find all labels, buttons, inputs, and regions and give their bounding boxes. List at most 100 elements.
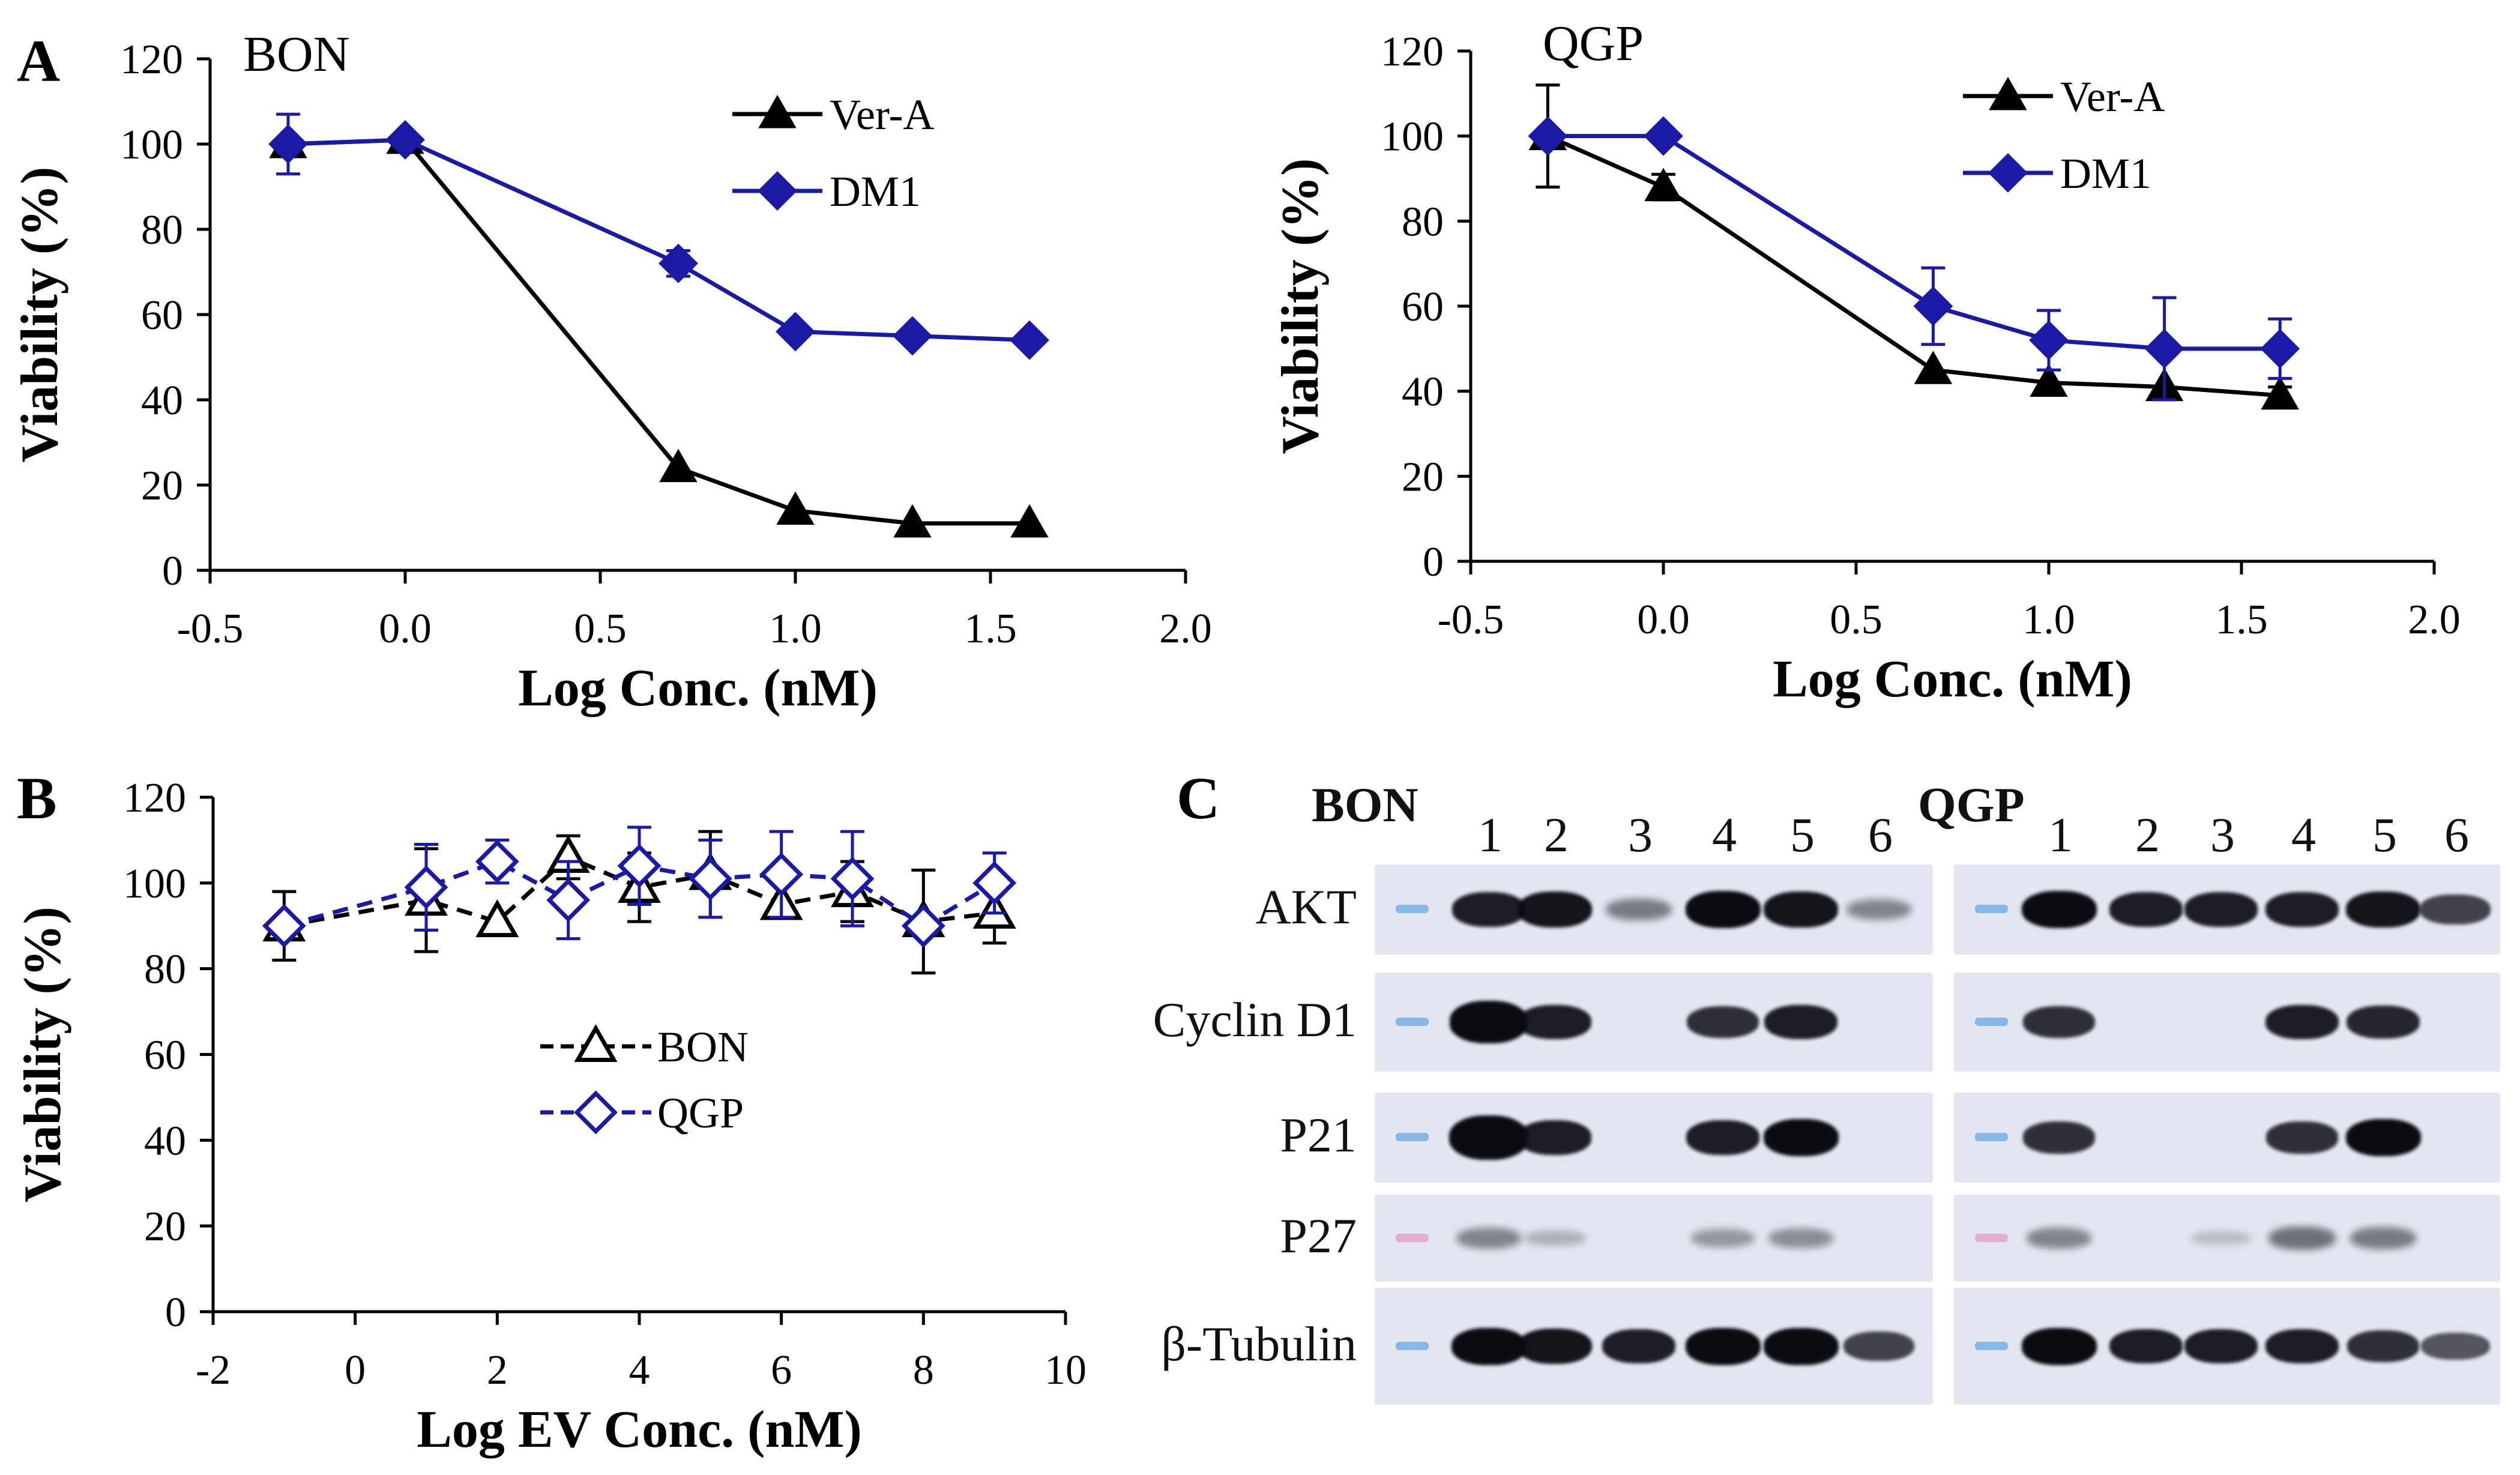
series-ver-a [1528, 83, 2299, 410]
cell-line-title: BON [1312, 777, 1418, 832]
x-tick-label: 0.5 [1830, 597, 1882, 643]
lane-number: 6 [1868, 807, 1893, 862]
protein-band [1524, 1230, 1586, 1246]
x-tick-label: -0.5 [1438, 597, 1504, 643]
x-tick-label: 0.0 [379, 606, 432, 652]
legend-label: DM1 [830, 167, 921, 216]
y-tick-label: 20 [141, 463, 183, 509]
y-tick-label: 80 [1402, 199, 1444, 245]
series-dm1 [268, 112, 1049, 360]
blot-strip [1375, 973, 1933, 1072]
protein-band [1768, 1228, 1833, 1248]
y-tick-label: 40 [1402, 369, 1444, 415]
y-tick-label: 0 [1423, 539, 1444, 585]
ladder-marker [1396, 1017, 1429, 1026]
x-axis-label: Log Conc. (nM) [1773, 650, 2132, 708]
blot-strip [1375, 864, 1933, 955]
legend-label: DM1 [2060, 149, 2151, 198]
protein-band [2109, 892, 2183, 927]
data-point [1644, 167, 1683, 202]
data-point [972, 861, 1017, 905]
protein-band [1687, 1006, 1759, 1039]
lane-number: 6 [2444, 807, 2469, 862]
data-point [688, 857, 732, 901]
protein-band [2345, 1119, 2421, 1156]
y-tick-label: 0 [162, 548, 183, 594]
legend-marker [574, 1090, 618, 1135]
ladder-marker [1396, 1341, 1429, 1350]
panel-letter-c: C [1177, 765, 1220, 831]
x-tick-label: 6 [771, 1347, 792, 1393]
y-tick-label: 60 [144, 1033, 186, 1079]
ladder-marker [1975, 1341, 2008, 1350]
y-tick-label: 120 [123, 775, 186, 821]
series-line [1546, 134, 2280, 398]
x-axis-label: Log EV Conc. (nM) [417, 1401, 862, 1459]
protein-band [1606, 898, 1672, 921]
ladder-marker [1396, 1233, 1429, 1242]
x-axis-label: Log Conc. (nM) [518, 659, 878, 717]
protein-band [2265, 892, 2339, 927]
x-tick-label: 2.0 [1159, 606, 1212, 652]
protein-band [2347, 1005, 2420, 1039]
x-tick-label: 1.0 [2022, 597, 2075, 643]
x-tick-label: -0.5 [177, 606, 244, 652]
y-tick-label: 120 [120, 37, 183, 83]
protein-band [1451, 1327, 1527, 1365]
blot-row-label: P27 [1280, 1208, 1357, 1263]
protein-band [2184, 1329, 2258, 1364]
blot-strip [1954, 1288, 2500, 1405]
protein-band [2021, 1327, 2097, 1365]
ladder-marker [1975, 1133, 2008, 1141]
data-point [901, 903, 945, 948]
y-tick-label: 100 [1381, 114, 1444, 160]
data-point [1010, 504, 1049, 538]
data-point [830, 857, 875, 901]
protein-band [1518, 1004, 1592, 1040]
lane-number: 3 [2210, 807, 2235, 862]
protein-band [1690, 1229, 1755, 1247]
protein-band [2350, 1227, 2416, 1249]
data-point [659, 448, 698, 483]
data-point [262, 903, 306, 948]
panel-letter-b: B [17, 765, 57, 831]
x-tick-label: 2 [487, 1347, 508, 1393]
data-point [617, 843, 662, 888]
x-tick-label: 2.0 [2408, 597, 2461, 643]
data-point [475, 839, 519, 884]
y-tick-label: 20 [144, 1204, 186, 1250]
y-tick-label: 0 [165, 1289, 186, 1336]
lane-number: 2 [2135, 807, 2160, 862]
lane-number: 1 [1478, 807, 1503, 862]
protein-band [2021, 891, 2097, 928]
panel-letter-a: A [17, 28, 61, 94]
ladder-marker [1975, 1233, 2008, 1242]
protein-band [1456, 1228, 1522, 1249]
data-point [1914, 351, 1953, 384]
protein-band [1518, 1120, 1592, 1155]
x-tick-label: 1.5 [2215, 597, 2268, 643]
data-point [385, 119, 425, 160]
y-tick-label: 100 [123, 861, 186, 907]
protein-band [2023, 1121, 2095, 1154]
data-point [759, 852, 804, 896]
x-tick-label: 8 [913, 1347, 934, 1393]
y-tick-label: 100 [120, 122, 183, 168]
protein-band [1685, 1327, 1761, 1365]
protein-band [2265, 1004, 2339, 1040]
series-line [283, 859, 996, 928]
blot-strip [1954, 973, 2500, 1072]
data-point [1644, 116, 1683, 156]
protein-band [2266, 1121, 2338, 1154]
protein-band [2347, 1330, 2419, 1363]
x-tick-label: 10 [1044, 1347, 1087, 1393]
x-tick-label: 4 [629, 1347, 650, 1393]
y-tick-label: 60 [1402, 284, 1444, 330]
blot-strip [1375, 1288, 1933, 1405]
ladder-marker [1396, 905, 1429, 913]
legend-label: QGP [657, 1089, 744, 1137]
data-point [893, 316, 932, 356]
